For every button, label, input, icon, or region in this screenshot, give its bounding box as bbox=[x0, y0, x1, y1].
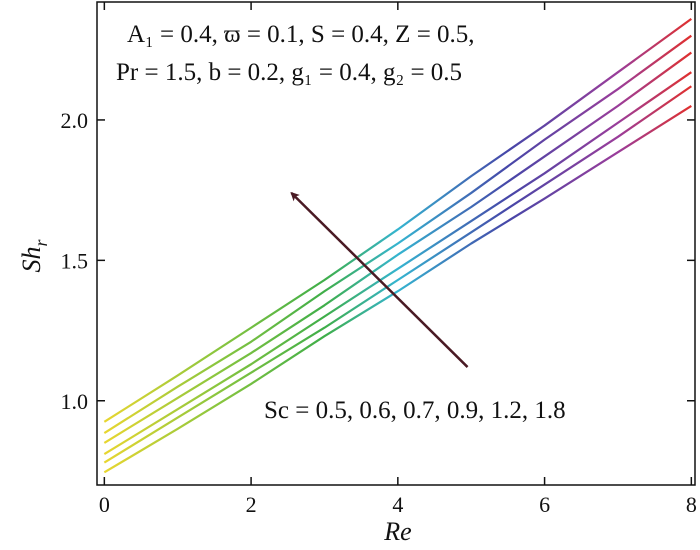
ticks-group: 0 2 4 6 8 1.0 1.5 2.0 bbox=[61, 2, 697, 517]
series-line-5 bbox=[103, 34, 692, 434]
sc-direction-arrow bbox=[290, 191, 469, 368]
y-tick-label: 1.5 bbox=[61, 248, 89, 273]
params-annotation-line1: A₁ = 0.4, ϖ = 0.1, S = 0.4, Z = 0.5, bbox=[127, 21, 475, 48]
svg-text:Shr: Shr bbox=[17, 239, 51, 273]
x-tick-label: 0 bbox=[99, 492, 110, 517]
x-axis-title: Re bbox=[383, 517, 411, 546]
series-group bbox=[103, 17, 692, 474]
params-annotation-line2: Pr = 1.5, b = 0.2, g₁ = 0.4, g₂ = 0.5 bbox=[116, 59, 462, 86]
x-tick-label: 6 bbox=[539, 492, 550, 517]
x-tick-label: 8 bbox=[686, 492, 697, 517]
y-axis-title: Shr bbox=[17, 239, 51, 273]
x-tick-label: 2 bbox=[246, 492, 257, 517]
y-tick-label: 1.0 bbox=[61, 389, 89, 414]
series-line-6 bbox=[103, 17, 692, 423]
sc-annotation: Sc = 0.5, 0.6, 0.7, 0.9, 1.2, 1.8 bbox=[264, 397, 566, 424]
series-line-2 bbox=[103, 85, 692, 464]
y-axis-title-subscript: r bbox=[31, 239, 51, 247]
plot-frame bbox=[96, 1, 696, 486]
y-tick-label: 2.0 bbox=[61, 108, 89, 133]
y-axis-title-main: Sh bbox=[17, 247, 46, 273]
series-line-3 bbox=[103, 71, 692, 456]
series-line-4 bbox=[103, 51, 692, 444]
series-line-1 bbox=[103, 104, 692, 474]
x-tick-label: 4 bbox=[392, 492, 403, 517]
